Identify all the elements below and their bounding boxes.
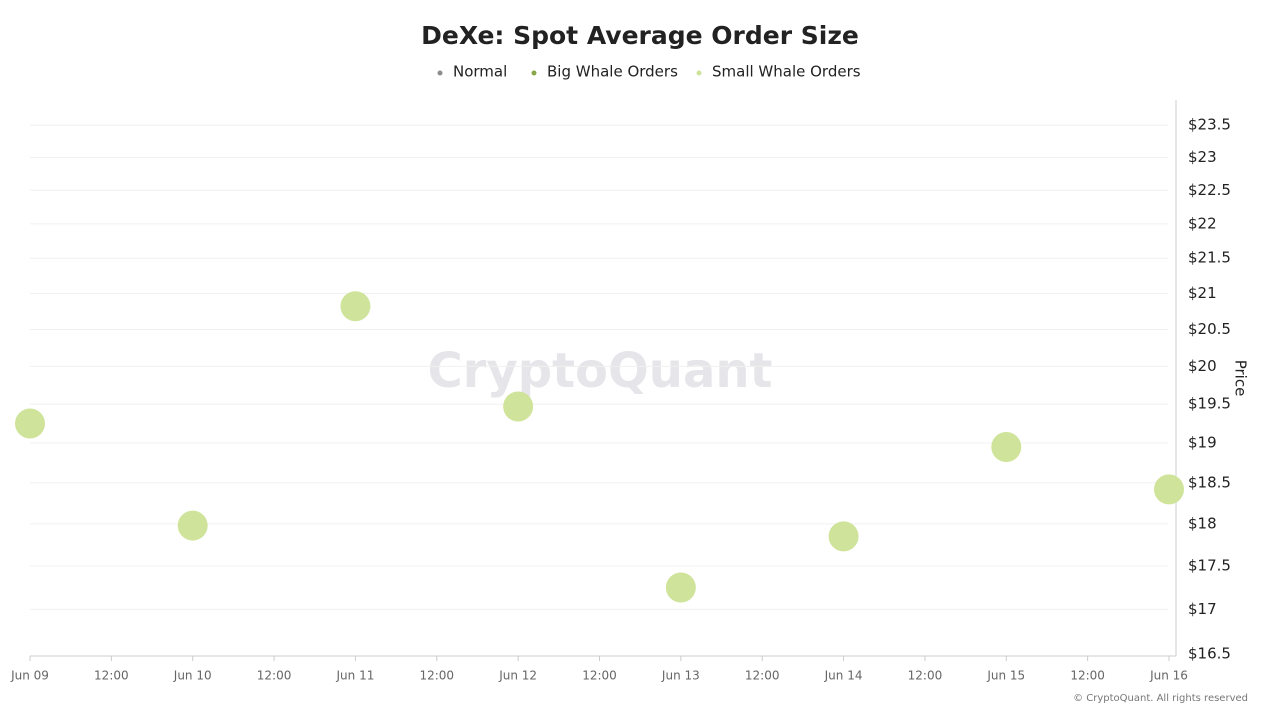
legend-marker (696, 70, 702, 76)
point (1154, 474, 1184, 505)
y-tick-label: $18 (1188, 514, 1217, 532)
point (828, 521, 859, 552)
point (177, 510, 208, 541)
x-tick-label: Jun 15 (986, 669, 1025, 683)
point (15, 408, 45, 439)
x-tick-label: Jun 14 (824, 669, 863, 683)
x-tick-label: Jun 10 (173, 669, 212, 683)
x-tick-label: 12:00 (745, 669, 780, 683)
y-tick-label: $19.5 (1188, 395, 1231, 413)
x-tick-label: Jun 16 (1149, 669, 1188, 683)
x-tick-label: 12:00 (1070, 669, 1105, 683)
y-tick-label: $18.5 (1188, 473, 1231, 491)
y-tick-label: $17.5 (1188, 557, 1231, 575)
y-tick-label: $20.5 (1188, 320, 1231, 338)
y-tick-label: $19 (1188, 434, 1217, 452)
credit: © CryptoQuant. All rights reserved (1073, 693, 1248, 704)
legend-label: Small Whale Orders (712, 63, 861, 81)
x-tick-label: 12:00 (419, 669, 454, 683)
x-tick-label: 12:00 (257, 669, 292, 683)
x-tick-label: 12:00 (582, 669, 617, 683)
x-tick-label: Jun 11 (336, 669, 375, 683)
y-tick-label: $16.5 (1188, 645, 1231, 663)
x-tick-label: Jun 09 (10, 669, 49, 683)
y-tick-label: $22 (1188, 214, 1217, 232)
y-tick-label: $21.5 (1188, 249, 1231, 267)
x-tick-label: Jun 13 (661, 669, 700, 683)
point (340, 291, 371, 322)
chart-title: DeXe: Spot Average Order Size (421, 21, 859, 50)
x-tick-label: 12:00 (94, 669, 129, 683)
legend-label: Normal (453, 63, 507, 81)
y-tick-label: $20 (1188, 357, 1217, 375)
x-tick-label: Jun 12 (498, 669, 537, 683)
y-axis-label: Price (1232, 360, 1250, 397)
legend-marker (531, 70, 537, 76)
point (503, 391, 534, 422)
y-tick-label: $17 (1188, 600, 1217, 618)
point (665, 572, 696, 603)
y-tick-label: $23 (1188, 148, 1217, 166)
y-tick-label: $23.5 (1188, 116, 1231, 134)
legend-marker (437, 70, 443, 76)
y-tick-label: $22.5 (1188, 181, 1231, 199)
point (991, 431, 1022, 462)
y-tick-label: $21 (1188, 284, 1217, 302)
x-tick-label: 12:00 (908, 669, 943, 683)
legend-label: Big Whale Orders (547, 63, 678, 81)
watermark: CryptoQuant (428, 343, 773, 399)
